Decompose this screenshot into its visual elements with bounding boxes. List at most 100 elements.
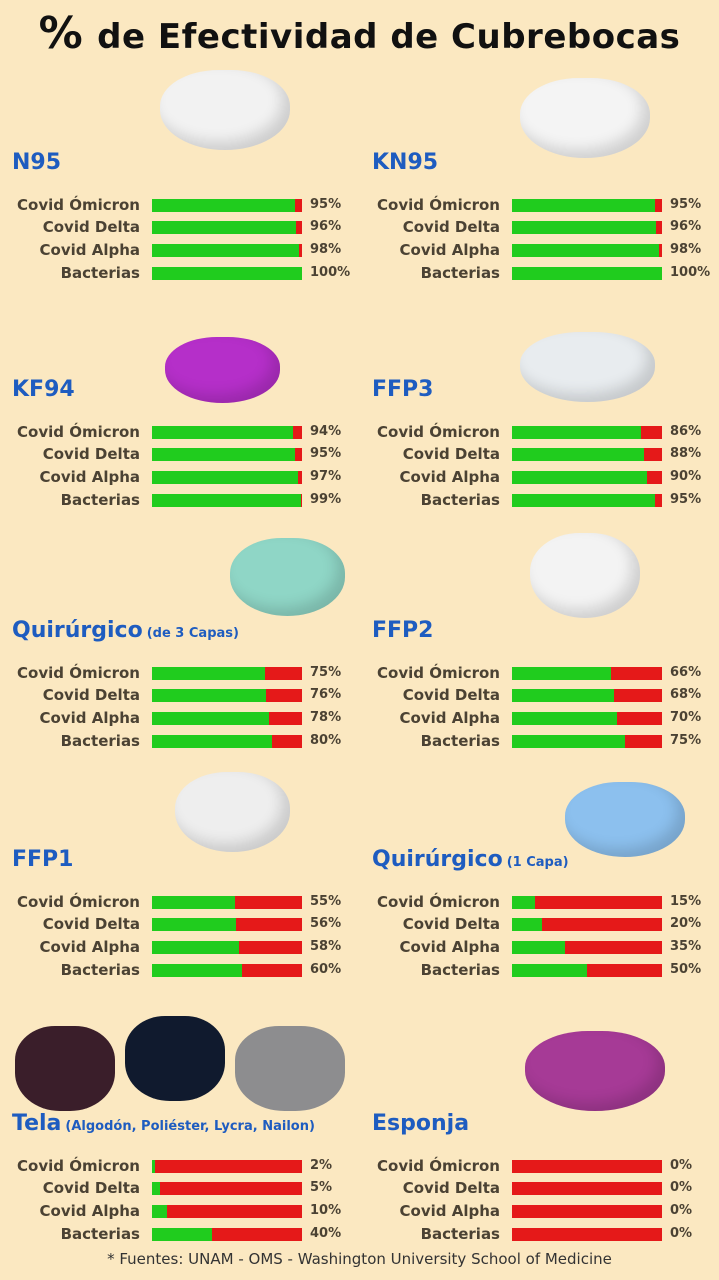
value-label: 95% [310, 446, 342, 461]
value-label: 0% [670, 1158, 693, 1173]
value-label: 80% [310, 733, 342, 748]
bar-row: Covid Alpha 97% [0, 467, 359, 487]
bar-row: Bacterias 40% [0, 1224, 359, 1244]
mask-type-name: FFP3 [372, 377, 434, 402]
value-label: 86% [670, 424, 702, 439]
bar-track [152, 1160, 302, 1173]
bar-row: Covid Ómicron 95% [0, 195, 359, 215]
bar-fill [152, 689, 266, 702]
category-label: Bacterias [60, 264, 140, 282]
bar-row: Covid Delta 68% [360, 685, 719, 705]
bar-fill [512, 712, 617, 725]
panel-title: FFP3 [372, 377, 434, 402]
bar-track [512, 689, 662, 702]
value-label: 5% [310, 1180, 333, 1195]
value-label: 60% [310, 962, 342, 977]
value-label: 66% [670, 665, 702, 680]
bar-row: Bacterias 95% [360, 490, 719, 510]
panel-kn95: KN95 Covid Ómicron 95% Covid Delta 96% Covid … [360, 78, 719, 300]
value-label: 35% [670, 939, 702, 954]
title-text: de Efectividad de Cubrebocas [97, 17, 681, 57]
value-label: 96% [310, 219, 342, 234]
bar-track [152, 941, 302, 954]
mask-image [15, 1016, 345, 1111]
mask-type-name: Tela [12, 1111, 62, 1136]
bar-fill [512, 689, 614, 702]
mask-image [175, 772, 290, 852]
category-label: Covid Ómicron [17, 664, 140, 682]
value-label: 20% [670, 916, 702, 931]
bar-fill [152, 199, 295, 212]
cloth-mask-image [125, 1016, 225, 1101]
bar-fill [152, 267, 302, 280]
bar-row: Covid Delta 5% [0, 1178, 359, 1198]
mask-type-name: KF94 [12, 377, 75, 402]
bar-track [512, 735, 662, 748]
bar-track [512, 448, 662, 461]
mask-image [520, 332, 655, 402]
bar-fill [152, 918, 236, 931]
bar-track [512, 941, 662, 954]
bar-fill [152, 735, 272, 748]
bar-row: Covid Delta 88% [360, 444, 719, 464]
value-label: 98% [670, 242, 702, 257]
bar-row: Covid Ómicron 66% [360, 663, 719, 683]
mask-image [165, 337, 280, 403]
category-label: Covid Ómicron [17, 1157, 140, 1175]
bar-fill [152, 941, 239, 954]
panel-quirúrgico-4: Quirúrgico (de 3 Capas) Covid Ómicron 75% Co… [0, 538, 359, 768]
bar-fill [512, 896, 535, 909]
category-label: Covid Alpha [39, 709, 140, 727]
bar-track [152, 221, 302, 234]
bar-fill [152, 964, 242, 977]
panel-title: Quirúrgico (1 Capa) [372, 847, 569, 872]
panel-title: KN95 [372, 150, 438, 175]
bar-track [512, 964, 662, 977]
bar-row: Bacterias 60% [0, 960, 359, 980]
bar-row: Bacterias 80% [0, 731, 359, 751]
mask-image [230, 538, 345, 616]
panel-tela-8: Tela (Algodón, Poliéster, Lycra, Nailon) C… [0, 1016, 359, 1261]
category-label: Covid Ómicron [17, 893, 140, 911]
bar-track [512, 1228, 662, 1241]
category-label: Covid Delta [402, 686, 500, 704]
mask-type-name: Esponja [372, 1111, 470, 1136]
panel-esponja: Esponja Covid Ómicron 0% Covid Delta 0% Covid… [360, 1031, 719, 1261]
value-label: 78% [310, 710, 342, 725]
category-label: Covid Alpha [39, 938, 140, 956]
value-label: 98% [310, 242, 342, 257]
category-label: Covid Delta [42, 686, 140, 704]
panel-title: FFP2 [372, 618, 434, 643]
bar-track [512, 494, 662, 507]
value-label: 0% [670, 1203, 693, 1218]
bar-fill [152, 221, 296, 234]
bar-row: Covid Ómicron 2% [0, 1156, 359, 1176]
panel-title: Tela (Algodón, Poliéster, Lycra, Nailon) [12, 1111, 315, 1136]
mask-image [530, 533, 640, 618]
bar-track [512, 918, 662, 931]
bar-track [152, 267, 302, 280]
sources-footer: * Fuentes: UNAM - OMS - Washington Unive… [107, 1250, 612, 1268]
panel-n95: N95 Covid Ómicron 95% Covid Delta 96% Covid A… [0, 70, 359, 300]
value-label: 97% [310, 469, 342, 484]
bar-fill [152, 1182, 160, 1195]
bar-track [152, 1182, 302, 1195]
bar-track [152, 896, 302, 909]
value-label: 0% [670, 1180, 693, 1195]
mask-type-name: N95 [12, 150, 62, 175]
value-label: 50% [670, 962, 702, 977]
category-label: Bacterias [60, 961, 140, 979]
bar-row: Covid Delta 56% [0, 914, 359, 934]
category-label: Covid Alpha [399, 709, 500, 727]
panel-ffp3: FFP3 Covid Ómicron 86% Covid Delta 88% Covid … [360, 332, 719, 527]
bar-row: Covid Ómicron 55% [0, 892, 359, 912]
bar-fill [512, 221, 656, 234]
page-title: % de Efectividad de Cubrebocas [0, 8, 719, 59]
panel-title: Esponja [372, 1111, 469, 1136]
bar-fill [152, 471, 298, 484]
bar-row: Bacterias 75% [360, 731, 719, 751]
value-label: 95% [310, 197, 342, 212]
bar-fill [512, 667, 611, 680]
category-label: Bacterias [420, 264, 500, 282]
category-label: Covid Alpha [399, 1202, 500, 1220]
